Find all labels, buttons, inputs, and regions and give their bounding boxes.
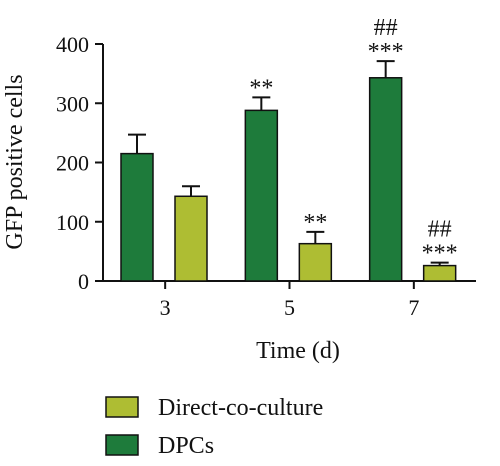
bar-dpcs-day-7 <box>368 77 403 282</box>
bar-dpcs-day-5 <box>244 109 279 282</box>
significance-label: *** <box>422 241 458 267</box>
legend-swatch <box>105 434 139 456</box>
y-tick-label: 200 <box>56 151 89 176</box>
x-tick-label: 5 <box>284 295 295 320</box>
significance-label: ** <box>249 75 273 101</box>
y-tick-label: 0 <box>78 269 89 294</box>
y-tick-label: 100 <box>56 210 89 235</box>
bar-direct-co-culture-day-5 <box>298 242 333 282</box>
ticks: 0 100 200 300 400 3 5 7 <box>56 32 419 320</box>
legend-swatch <box>105 396 139 418</box>
legend-label: DPCs <box>158 433 214 459</box>
significance-label: ** <box>303 210 327 236</box>
x-tick-label: 3 <box>160 295 171 320</box>
bar-direct-co-culture-day-7 <box>422 264 457 282</box>
bar-direct-co-culture-day-3 <box>174 195 208 282</box>
y-tick-label: 300 <box>56 91 89 116</box>
significance-label-2: ## <box>428 217 452 243</box>
legend-label: Direct-co-culture <box>158 395 323 421</box>
bars: *******##***## <box>120 15 458 282</box>
x-axis-label: Time (d) <box>256 338 340 364</box>
significance-label: *** <box>368 39 404 65</box>
bar-dpcs-day-3 <box>120 152 154 282</box>
x-tick-label: 7 <box>408 295 419 320</box>
significance-label-2: ## <box>374 15 398 41</box>
y-tick-label: 400 <box>56 32 89 57</box>
axes <box>102 44 476 282</box>
y-axis-label: GFP positive cells <box>2 74 28 249</box>
legend: Direct-co-culture DPCs <box>105 395 323 459</box>
